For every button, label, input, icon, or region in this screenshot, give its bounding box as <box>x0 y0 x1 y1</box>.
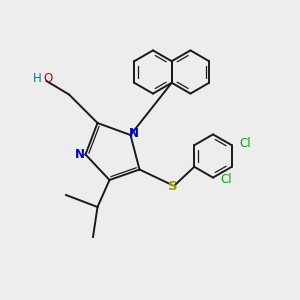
Text: N: N <box>75 148 85 161</box>
Text: N: N <box>128 127 139 140</box>
Text: S: S <box>168 179 177 193</box>
Text: H: H <box>33 71 42 85</box>
Text: Cl: Cl <box>220 172 232 186</box>
Text: Cl: Cl <box>239 137 251 150</box>
Text: O: O <box>44 71 52 85</box>
